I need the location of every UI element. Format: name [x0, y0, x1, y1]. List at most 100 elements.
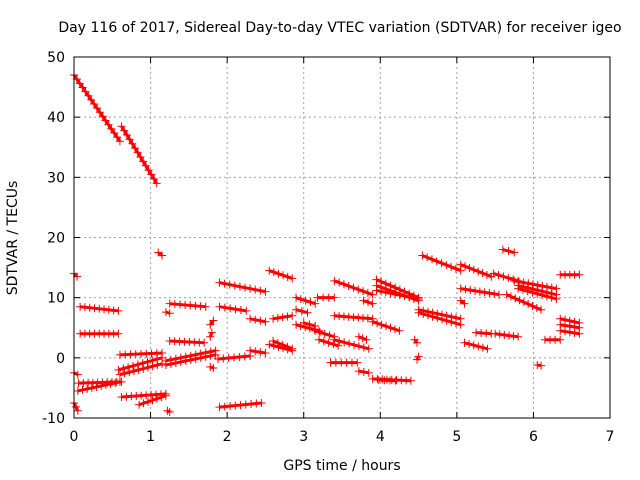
- data-point: [474, 342, 483, 351]
- data-point: [224, 354, 233, 363]
- data-series-segment: [135, 391, 170, 409]
- data-point: [201, 302, 210, 311]
- data-point: [283, 345, 292, 354]
- data-point: [235, 282, 244, 291]
- data-point: [251, 315, 260, 324]
- data-point: [206, 347, 215, 356]
- data-point: [319, 337, 328, 346]
- data-point: [120, 126, 129, 135]
- data-point: [257, 398, 266, 407]
- data-point: [101, 116, 110, 125]
- data-point: [519, 298, 528, 307]
- data-point: [256, 316, 265, 325]
- data-point: [247, 400, 256, 409]
- data-point: [84, 91, 93, 100]
- data-point: [561, 327, 570, 336]
- series-line: [209, 319, 215, 326]
- data-point: [523, 287, 532, 296]
- data-series-segment: [540, 335, 565, 344]
- data-point: [283, 312, 292, 321]
- data-point: [133, 360, 142, 369]
- data-point: [176, 353, 185, 362]
- data-point: [90, 304, 99, 313]
- x-axis-label: GPS time / hours: [283, 458, 400, 474]
- data-point: [480, 288, 489, 297]
- data-point: [575, 270, 584, 279]
- data-point: [236, 401, 245, 410]
- data-point: [265, 340, 274, 349]
- data-point: [460, 299, 469, 308]
- data-point: [141, 161, 150, 170]
- data-point: [215, 302, 224, 311]
- data-point: [372, 286, 381, 295]
- data-series-segment: [117, 122, 161, 188]
- data-point: [498, 245, 507, 254]
- data-point: [134, 365, 143, 374]
- data-point: [359, 367, 368, 376]
- data-point: [504, 247, 513, 256]
- data-point: [391, 290, 400, 299]
- data-series-segment: [514, 284, 561, 303]
- data-point: [261, 349, 270, 358]
- y-tick-label: 50: [47, 50, 65, 66]
- data-point: [122, 130, 131, 139]
- data-point: [442, 260, 451, 269]
- data-point: [469, 265, 478, 274]
- data-series-segment: [498, 245, 519, 257]
- data-point: [211, 346, 220, 355]
- data-point: [474, 267, 483, 276]
- data-point: [85, 303, 94, 312]
- data-point: [363, 288, 372, 297]
- data-point: [359, 343, 368, 352]
- data-series-segment: [246, 346, 270, 358]
- data-series-segment: [556, 326, 584, 338]
- data-series-segment: [269, 311, 297, 323]
- data-point: [368, 317, 377, 326]
- data-point: [171, 354, 180, 363]
- data-point: [305, 320, 314, 329]
- data-point: [373, 319, 382, 328]
- data-point: [92, 104, 101, 113]
- data-point: [354, 367, 363, 376]
- data-point: [75, 79, 84, 88]
- data-point: [409, 293, 418, 302]
- data-point: [242, 306, 251, 315]
- data-point: [565, 328, 574, 337]
- data-point: [200, 338, 209, 347]
- data-point: [386, 323, 395, 332]
- data-point: [329, 340, 338, 349]
- x-tick-label: 5: [452, 429, 461, 445]
- data-point: [377, 287, 386, 296]
- data-point: [489, 269, 498, 278]
- y-tick-label: -10: [42, 411, 65, 427]
- data-series-segment: [330, 276, 377, 299]
- data-point: [301, 296, 310, 305]
- data-point: [340, 338, 349, 347]
- data-series-segment: [292, 305, 312, 317]
- data-series-segment: [161, 346, 220, 365]
- data-point: [256, 348, 265, 357]
- data-series-segment: [115, 349, 167, 359]
- data-point: [236, 306, 245, 315]
- data-point: [230, 353, 239, 362]
- data-series-segment: [491, 329, 523, 341]
- series-line: [418, 311, 462, 327]
- data-point: [163, 406, 172, 415]
- data-series-segment: [165, 299, 210, 311]
- x-tick-label: 7: [606, 429, 615, 445]
- data-point: [231, 401, 240, 410]
- data-series-segment: [154, 248, 167, 260]
- data-point: [131, 144, 140, 153]
- data-point: [330, 293, 339, 302]
- data-point: [382, 322, 391, 331]
- data-series-segment: [368, 317, 404, 335]
- data-point: [514, 284, 523, 293]
- data-point: [413, 338, 422, 347]
- data-point: [279, 344, 288, 353]
- data-point: [157, 393, 166, 402]
- data-point: [117, 122, 126, 131]
- data-point: [292, 293, 301, 302]
- data-point: [359, 287, 368, 296]
- data-point: [494, 290, 503, 299]
